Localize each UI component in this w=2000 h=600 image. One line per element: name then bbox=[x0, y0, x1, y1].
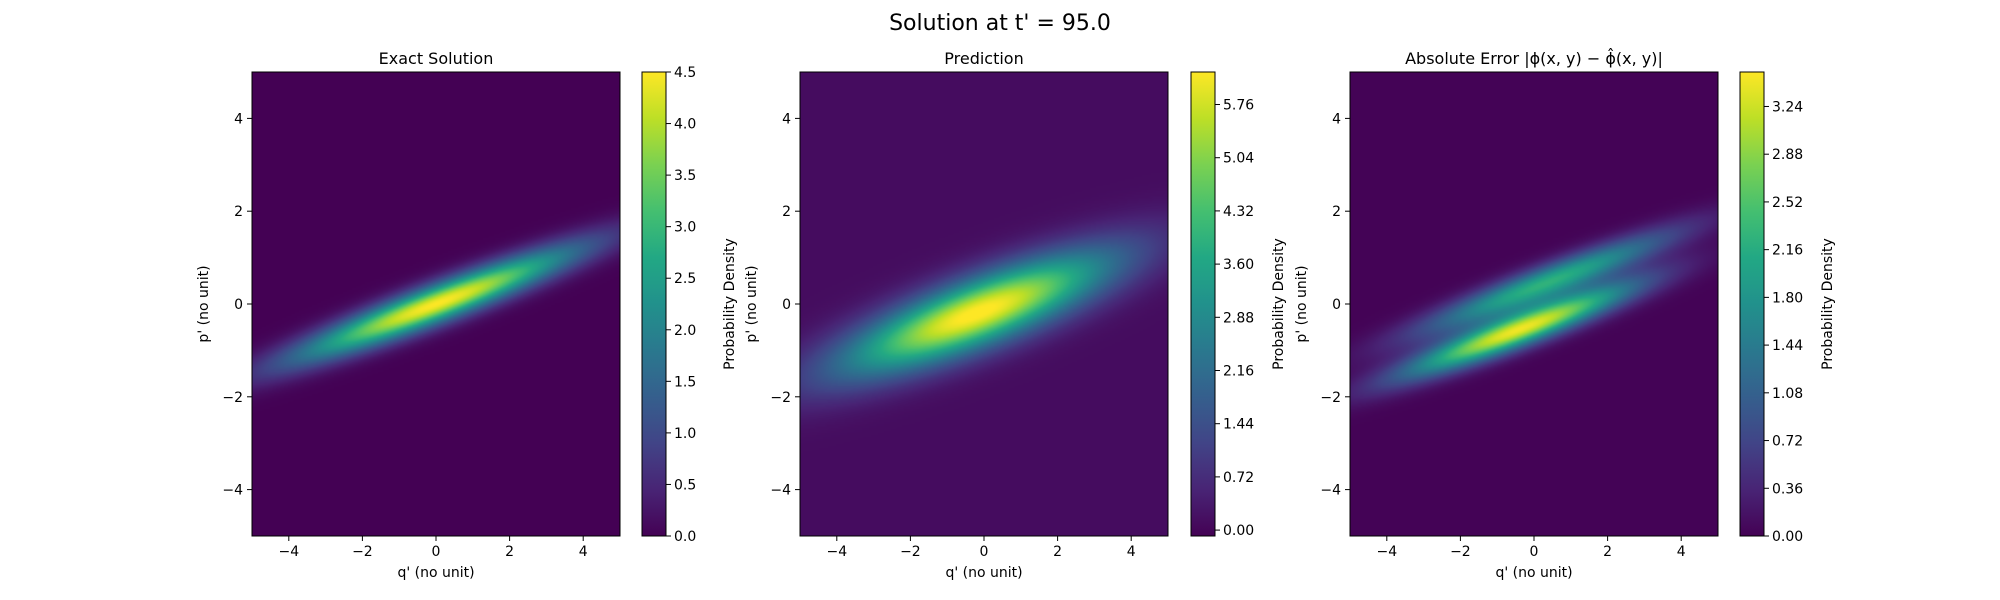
y-tick-label: 0 bbox=[1332, 297, 1341, 313]
heatmap-image bbox=[252, 72, 620, 536]
x-tick-label: 2 bbox=[505, 544, 514, 560]
colorbar-tick-label: 2.16 bbox=[1223, 363, 1254, 379]
y-tick-label: −4 bbox=[1320, 483, 1341, 499]
y-tick-label: 0 bbox=[782, 297, 791, 313]
colorbar-tick-label: 0.72 bbox=[1772, 434, 1803, 450]
colorbar-tick-label: 5.76 bbox=[1223, 98, 1254, 114]
y-tick-label: 4 bbox=[1332, 111, 1341, 127]
x-tick-label: −4 bbox=[1376, 544, 1397, 560]
x-tick-label: 0 bbox=[1530, 544, 1539, 560]
y-axis-label: p' (no unit) bbox=[744, 265, 760, 342]
colorbar-tick-label: 0.00 bbox=[1223, 523, 1254, 539]
x-tick-label: 4 bbox=[1127, 544, 1136, 560]
y-tick-label: −2 bbox=[770, 390, 791, 406]
heatmap-image bbox=[1350, 72, 1718, 536]
x-tick-label: 0 bbox=[432, 544, 441, 560]
x-tick-label: −2 bbox=[352, 544, 373, 560]
y-tick-label: 2 bbox=[1332, 204, 1341, 220]
colorbar-label: Probability Density bbox=[722, 238, 738, 370]
chart-panel-2: Prediction −4 −2 0 2 4 −4 −2 0 2 4 q' (no unit) p' (… bbox=[744, 49, 1287, 581]
colorbar-tick-label: 0.0 bbox=[674, 529, 696, 545]
x-tick-label: 4 bbox=[579, 544, 588, 560]
heatmap-image bbox=[800, 72, 1168, 536]
colorbar-label: Probability Density bbox=[1820, 238, 1836, 370]
colorbar-tick-label: 5.04 bbox=[1223, 151, 1254, 167]
chart-panel-1: Exact Solution −4 −2 0 2 4 −4 −2 0 2 4 q' (no unit)… bbox=[196, 49, 738, 581]
colorbar-tick-label: 1.0 bbox=[674, 426, 696, 442]
colorbar-tick-label: 0.00 bbox=[1772, 529, 1803, 545]
colorbar-tick-label: 2.88 bbox=[1772, 147, 1803, 163]
y-tick-label: −4 bbox=[222, 483, 243, 499]
colorbar-tick-label: 2.88 bbox=[1223, 310, 1254, 326]
panel-title: Prediction bbox=[944, 49, 1023, 68]
colorbar bbox=[1739, 71, 1765, 537]
x-tick-label: 2 bbox=[1053, 544, 1062, 560]
y-axis-label: p' (no unit) bbox=[196, 265, 212, 342]
y-tick-label: −2 bbox=[1320, 390, 1341, 406]
colorbar-tick-label: 1.80 bbox=[1772, 290, 1803, 306]
x-tick-label: 0 bbox=[980, 544, 989, 560]
y-tick-label: −2 bbox=[222, 390, 243, 406]
colorbar-tick-label: 2.5 bbox=[674, 271, 696, 287]
colorbar-tick-label: 0.36 bbox=[1772, 481, 1803, 497]
x-tick-label: −2 bbox=[900, 544, 921, 560]
colorbar-tick-label: 4.32 bbox=[1223, 204, 1254, 220]
colorbar-tick-label: 3.24 bbox=[1772, 99, 1803, 115]
figure-suptitle: Solution at t' = 95.0 bbox=[889, 11, 1111, 36]
colorbar-tick-label: 4.0 bbox=[674, 117, 696, 133]
x-tick-label: 2 bbox=[1603, 544, 1612, 560]
x-tick-label: −4 bbox=[826, 544, 847, 560]
colorbar bbox=[641, 71, 667, 537]
colorbar-tick-label: 0.5 bbox=[674, 477, 696, 493]
colorbar-tick-label: 1.44 bbox=[1223, 417, 1254, 433]
panel-title: Exact Solution bbox=[379, 49, 494, 68]
x-tick-label: 4 bbox=[1677, 544, 1686, 560]
y-tick-label: −4 bbox=[770, 483, 791, 499]
colorbar-tick-label: 2.52 bbox=[1772, 195, 1803, 211]
colorbar-tick-label: 0.72 bbox=[1223, 470, 1254, 486]
chart-panel-3: Absolute Error |ϕ(x, y) − ϕ̂(x, y)| −4 −2 0… bbox=[1294, 48, 1836, 581]
panel-title: Absolute Error |ϕ(x, y) − ϕ̂(x, y)| bbox=[1405, 48, 1663, 68]
x-tick-label: −4 bbox=[278, 544, 299, 560]
colorbar-tick-label: 3.60 bbox=[1223, 257, 1254, 273]
colorbar bbox=[1190, 71, 1216, 537]
colorbar-tick-label: 4.5 bbox=[674, 65, 696, 81]
y-tick-label: 2 bbox=[782, 204, 791, 220]
colorbar-tick-label: 2.16 bbox=[1772, 243, 1803, 259]
x-axis-label: q' (no unit) bbox=[945, 565, 1022, 581]
x-axis-label: q' (no unit) bbox=[397, 565, 474, 581]
colorbar-tick-label: 2.0 bbox=[674, 323, 696, 339]
y-tick-label: 4 bbox=[782, 111, 791, 127]
y-tick-label: 2 bbox=[234, 204, 243, 220]
colorbar-tick-label: 1.08 bbox=[1772, 386, 1803, 402]
y-tick-label: 0 bbox=[234, 297, 243, 313]
colorbar-tick-label: 3.0 bbox=[674, 220, 696, 236]
y-tick-label: 4 bbox=[234, 111, 243, 127]
colorbar-tick-label: 1.44 bbox=[1772, 338, 1803, 354]
colorbar-tick-label: 3.5 bbox=[674, 168, 696, 184]
colorbar-label: Probability Density bbox=[1271, 238, 1287, 370]
x-axis-label: q' (no unit) bbox=[1495, 565, 1572, 581]
y-axis-label: p' (no unit) bbox=[1294, 265, 1310, 342]
x-tick-label: −2 bbox=[1450, 544, 1471, 560]
colorbar-tick-label: 1.5 bbox=[674, 374, 696, 390]
